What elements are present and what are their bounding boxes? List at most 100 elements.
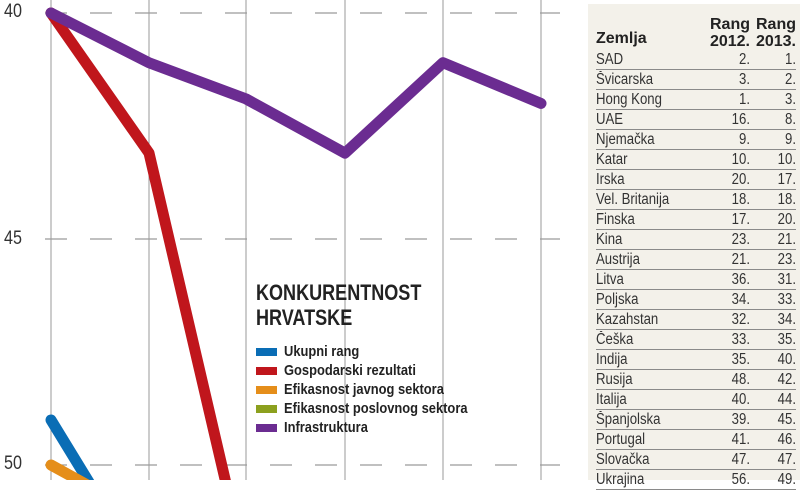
country-cell: Irska: [596, 171, 625, 188]
country-cell: Švicarska: [596, 71, 654, 88]
rank-2013-cell: 17.: [777, 171, 796, 188]
legend-swatch-icon: [256, 404, 277, 413]
rank-2012-cell: 32.: [731, 311, 750, 328]
country-cell: Indija: [596, 351, 628, 368]
rank-2012-cell: 20.: [731, 171, 750, 188]
rank-2013-cell: 45.: [777, 411, 796, 428]
rank-2013-cell: 46.: [777, 431, 796, 448]
country-cell: Rusija: [596, 371, 633, 388]
country-cell: Kina: [596, 231, 623, 248]
rank-2012-cell: 23.: [731, 231, 750, 248]
country-cell: Hong Kong: [596, 91, 662, 108]
legend-label: Gospodarski rezultati: [284, 362, 416, 379]
country-cell: Češka: [596, 331, 634, 348]
rank-2013-cell: 8.: [785, 111, 796, 128]
header-rank-2013-line2: 2013.: [755, 33, 796, 50]
legend-item-efikasnost-poslovnog-sektora: Efikasnost poslovnog sektora: [256, 399, 556, 418]
country-cell: Njemačka: [596, 131, 655, 148]
rank-2012-cell: 21.: [731, 251, 750, 268]
country-cell: Slovačka: [596, 451, 650, 468]
rank-2012-cell: 34.: [731, 291, 750, 308]
rank-2012-cell: 17.: [731, 211, 750, 228]
rank-2013-cell: 40.: [777, 351, 796, 368]
rank-2013-cell: 3.: [785, 91, 796, 108]
table-row: Portugal 41. 46.: [596, 430, 796, 450]
table-row: SAD 2. 1.: [596, 50, 796, 70]
legend-swatch-icon: [256, 347, 277, 356]
table-row: Indija 35. 40.: [596, 350, 796, 370]
series-lines: [45, 7, 547, 490]
table-body: SAD 2. 1. Švicarska 3. 2. Hong Kong 1. 3. UAE 16. 8…: [596, 50, 796, 490]
table-row: Vel. Britanija 18. 18.: [596, 190, 796, 210]
header-rank-2012-line1: Rang: [710, 16, 750, 33]
table-row: UAE 16. 8.: [596, 110, 796, 130]
legend-item-gospodarski-rezultati: Gospodarski rezultati: [256, 361, 556, 380]
chart-title-line2: HRVATSKE: [256, 305, 353, 330]
rank-2013-cell: 47.: [777, 451, 796, 468]
header-rank-2012: Rang 2012.: [704, 16, 750, 50]
legend-item-efikasnost-javnog-sektora: Efikasnost javnog sektora: [256, 380, 556, 399]
legend-swatch-icon: [256, 385, 277, 394]
header-rank-2012-line2: 2012.: [709, 33, 750, 50]
rank-2012-cell: 33.: [731, 331, 750, 348]
y-tick-40: 40: [4, 1, 22, 22]
ranking-table-panel: Zemlja Rang 2012. Rang 2013. SAD 2. 1. Švic…: [588, 4, 800, 490]
rank-2013-cell: 9.: [785, 131, 796, 148]
series-line: [45, 7, 547, 159]
chart-title-line1: KONKURENTNOST: [256, 280, 422, 305]
country-cell: Poljska: [596, 291, 639, 308]
rank-2012-cell: 3.: [739, 71, 750, 88]
rank-2012-cell: 36.: [731, 271, 750, 288]
rank-2013-cell: 34.: [777, 311, 796, 328]
table-row: Litva 36. 31.: [596, 270, 796, 290]
country-cell: Portugal: [596, 431, 646, 448]
table-row: Kazahstan 32. 34.: [596, 310, 796, 330]
legend-label: Infrastruktura: [284, 419, 368, 436]
table-header: Zemlja Rang 2012. Rang 2013.: [596, 4, 796, 50]
legend-swatch-icon: [256, 423, 277, 432]
rank-2012-cell: 9.: [739, 131, 750, 148]
rank-2012-cell: 1.: [739, 91, 750, 108]
rank-2012-cell: 18.: [731, 191, 750, 208]
country-cell: SAD: [596, 51, 624, 68]
rank-2013-cell: 23.: [777, 251, 796, 268]
country-cell: Italija: [596, 391, 627, 408]
ranking-table: Zemlja Rang 2012. Rang 2013. SAD 2. 1. Švic…: [596, 4, 796, 490]
table-row: Slovačka 47. 47.: [596, 450, 796, 470]
series-line: [45, 7, 234, 490]
table-row: Njemačka 9. 9.: [596, 130, 796, 150]
country-cell: Litva: [596, 271, 624, 288]
rank-2013-cell: 33.: [777, 291, 796, 308]
rank-2012-cell: 40.: [731, 391, 750, 408]
rank-2013-cell: 44.: [777, 391, 796, 408]
table-row: Austrija 21. 23.: [596, 250, 796, 270]
table-row: Katar 10. 10.: [596, 150, 796, 170]
table-row: Poljska 34. 33.: [596, 290, 796, 310]
table-row: Rusija 48. 42.: [596, 370, 796, 390]
country-cell: Katar: [596, 151, 628, 168]
y-tick-50: 50: [4, 453, 22, 474]
rank-2012-cell: 16.: [731, 111, 750, 128]
table-row: Finska 17. 20.: [596, 210, 796, 230]
legend-label: Efikasnost poslovnog sektora: [284, 400, 468, 417]
table-row: Švicarska 3. 2.: [596, 70, 796, 90]
country-cell: UAE: [596, 111, 624, 128]
rank-2013-cell: 20.: [777, 211, 796, 228]
table-row: Kina 23. 21.: [596, 230, 796, 250]
legend-label: Ukupni rang: [284, 343, 360, 360]
rank-2012-cell: 35.: [731, 351, 750, 368]
rank-2012-cell: 56.: [731, 471, 750, 488]
rank-2012-cell: 41.: [731, 431, 750, 448]
rank-2012-cell: 48.: [731, 371, 750, 388]
table-row: Hong Kong 1. 3.: [596, 90, 796, 110]
header-country: Zemlja: [596, 30, 647, 47]
table-row: Irska 20. 17.: [596, 170, 796, 190]
rank-2013-cell: 21.: [777, 231, 796, 248]
chart-legend: KONKURENTNOST HRVATSKE Ukupni rang Gospo…: [256, 280, 556, 437]
rank-2012-cell: 47.: [731, 451, 750, 468]
table-row: Italija 40. 44.: [596, 390, 796, 410]
rank-2013-cell: 42.: [777, 371, 796, 388]
rank-2013-cell: 49.: [777, 471, 796, 488]
rank-2012-cell: 39.: [731, 411, 750, 428]
table-row: Češka 33. 35.: [596, 330, 796, 350]
